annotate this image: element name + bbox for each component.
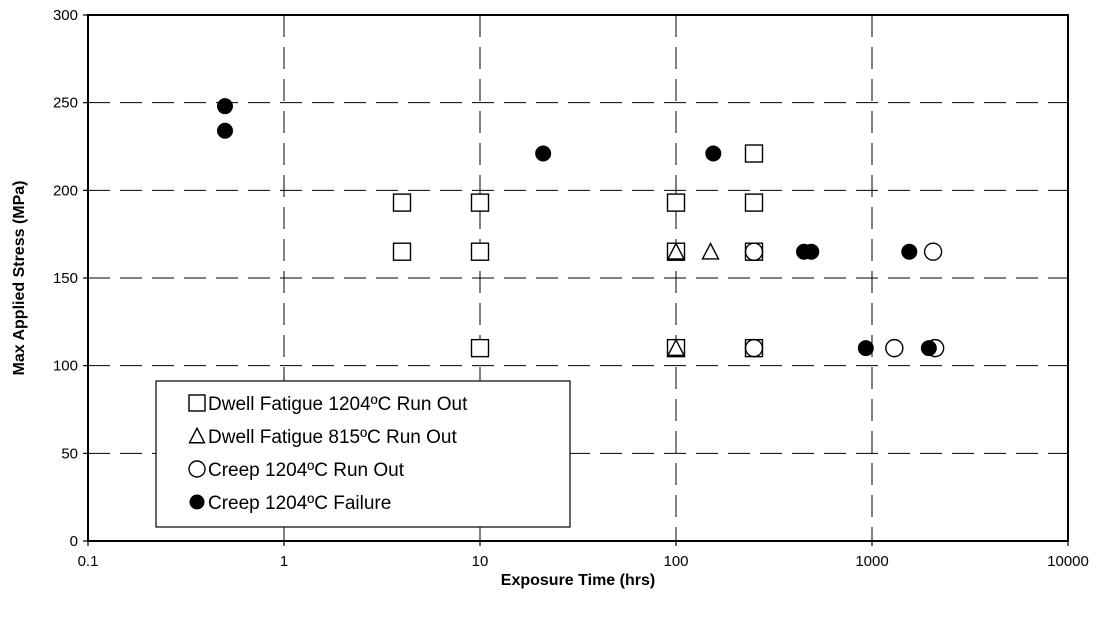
legend-label: Creep 1204ºC Run Out: [208, 460, 405, 481]
legend-marker-open-triangle: [188, 426, 206, 444]
data-point-open-square: [744, 193, 764, 212]
legend-marker-open-square: [188, 394, 206, 412]
legend-item: Dwell Fatigue 815ºC Run Out: [188, 426, 458, 448]
data-point-filled-circle: [901, 243, 918, 260]
data-point-filled-circle: [920, 340, 937, 357]
legend-label: Dwell Fatigue 815ºC Run Out: [208, 427, 458, 448]
data-point-filled-circle: [705, 145, 722, 162]
x-tick-label: 10000: [1047, 553, 1089, 570]
x-axis-title: Exposure Time (hrs): [501, 572, 655, 589]
data-points: [216, 98, 945, 358]
y-tick-label: 0: [70, 533, 78, 550]
x-tick-label: 1: [280, 553, 288, 570]
legend-item: Creep 1204ºC Failure: [189, 493, 391, 514]
x-tick-label: 1000: [855, 553, 888, 570]
data-point-filled-circle: [535, 145, 552, 162]
legend-item: Creep 1204ºC Run Out: [188, 460, 405, 481]
legend: Dwell Fatigue 1204ºC Run Out Dwell Fatigu…: [155, 380, 571, 528]
y-tick-label: 50: [61, 445, 78, 462]
legend-marker-open-circle: [188, 460, 206, 478]
y-tick-label: 100: [53, 358, 78, 375]
y-tick-label: 300: [53, 7, 78, 24]
legend-marker-filled-circle: [189, 494, 205, 510]
y-axis-title: Max Applied Stress (MPa): [11, 180, 28, 375]
data-point-open-triangle: [666, 241, 686, 260]
legend-label: Creep 1204ºC Failure: [208, 493, 391, 514]
data-point-open-square: [470, 193, 490, 212]
data-point-open-square: [744, 144, 764, 163]
data-point-open-square: [392, 193, 412, 212]
data-point-open-circle: [744, 242, 764, 261]
data-point-open-circle: [923, 242, 943, 261]
data-point-open-square: [666, 242, 686, 261]
data-point-open-square: [392, 242, 412, 261]
data-point-filled-circle: [857, 340, 874, 357]
series-4: [216, 98, 937, 357]
data-point-open-square: [666, 193, 686, 212]
grid-lines: [88, 15, 1068, 541]
legend-item: Dwell Fatigue 1204ºC Run Out: [188, 394, 468, 415]
y-tick-label: 250: [53, 95, 78, 112]
data-point-open-triangle: [701, 241, 720, 260]
x-tick-label: 100: [663, 553, 688, 570]
x-tick-label: 0.1: [78, 553, 99, 570]
legend-label: Dwell Fatigue 1204ºC Run Out: [208, 394, 468, 415]
axis-ticks: 0.1 1 10 100 1000 10000 0 50 100 150 200 250 300: [53, 7, 1089, 570]
data-point-filled-circle: [216, 122, 233, 139]
data-point-open-square: [666, 338, 686, 358]
data-point-filled-circle: [216, 98, 233, 115]
data-point-filled-circle: [803, 243, 820, 260]
series-3: [744, 242, 945, 358]
data-point-open-circle: [885, 338, 904, 358]
y-tick-label: 150: [53, 270, 78, 287]
x-tick-label: 10: [472, 553, 489, 570]
y-tick-label: 200: [53, 182, 78, 199]
data-point-open-square: [470, 242, 490, 261]
series-2: [666, 241, 720, 357]
legend-box: [155, 380, 571, 528]
data-point-open-triangle: [666, 338, 686, 357]
data-point-open-circle: [744, 338, 764, 358]
data-point-open-square: [470, 338, 490, 358]
